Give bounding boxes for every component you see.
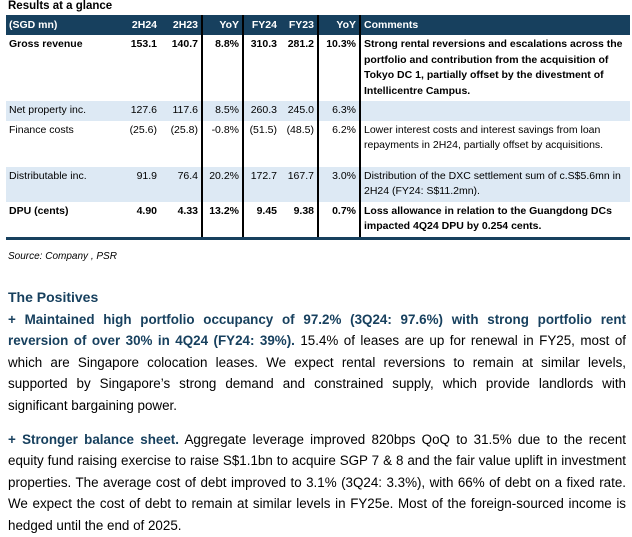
table-header: (SGD mn) 2H24 2H23 YoY FY24 FY23 YoY Com… xyxy=(6,15,630,35)
header-2h24: 2H24 xyxy=(123,15,160,35)
cell-yoy-full: 6.2% xyxy=(317,120,360,167)
cell-2h24: 4.90 xyxy=(123,201,160,240)
cell-yoy-full: 6.3% xyxy=(317,101,360,121)
cell-yoy-full: 10.3% xyxy=(317,35,360,101)
cell-yoy-full: 3.0% xyxy=(317,166,360,202)
paragraph-lead: + Maintained high portfolio occupancy of… xyxy=(8,312,626,349)
cell-fy23: 9.38 xyxy=(280,201,318,240)
row-label: Net property inc. xyxy=(6,101,123,121)
cell-yoy-half: 8.5% xyxy=(201,101,243,121)
cell-fy23: (48.5) xyxy=(286,123,314,136)
cell-yoy-half: -0.8% xyxy=(201,120,243,167)
paragraph-body: 15.4% of leases are up for renewal in FY… xyxy=(8,333,626,413)
cell-2h23: 76.4 xyxy=(160,166,202,202)
cell-2h24: 153.1 xyxy=(130,38,157,50)
header-yoy-half: YoY xyxy=(201,15,243,35)
header-fy24: FY24 xyxy=(242,15,280,35)
cell-fy23: 167.7 xyxy=(280,166,318,202)
paragraph-lead: + Stronger balance sheet. xyxy=(8,432,179,447)
header-fy23: FY23 xyxy=(280,15,318,35)
table-row: Gross revenue 153.1 140.7 8.8% 310.3 281.2 10.… xyxy=(6,35,630,101)
paragraph-occupancy: + Maintained high portfolio occupancy of… xyxy=(8,309,626,416)
row-label: Distributable inc. xyxy=(6,166,123,202)
header-comments: Comments xyxy=(359,15,630,35)
cell-2h24: 91.9 xyxy=(123,166,160,202)
row-comment: Distribution of the DXC settlement sum o… xyxy=(359,166,630,202)
row-comment: Loss allowance in relation to the Guangd… xyxy=(359,201,630,240)
row-comment: Strong rental reversions and escalations… xyxy=(359,35,630,101)
table-title: Results at a glance xyxy=(8,0,113,12)
paragraph-balance-sheet: + Stronger balance sheet. Aggregate leve… xyxy=(8,429,626,536)
cell-2h23: 117.6 xyxy=(160,101,202,121)
table-row: Finance costs (25.6) (25.8) -0.8% (51.5) (48.… xyxy=(6,120,630,167)
table-row: Net property inc. 127.6 117.6 8.5% 260.3 245.… xyxy=(6,101,630,121)
paragraph-body: Aggregate leverage improved 820bps QoQ t… xyxy=(8,432,626,533)
row-label: DPU (cents) xyxy=(6,201,123,240)
cell-yoy-half: 8.8% xyxy=(201,35,243,101)
cell-fy24: 310.3 xyxy=(242,35,280,101)
cell-2h24: (25.6) xyxy=(129,123,157,136)
row-comment: Lower interest costs and interest saving… xyxy=(359,120,630,167)
section-heading: The Positives xyxy=(8,289,99,305)
row-label: Finance costs xyxy=(9,123,74,136)
cell-2h23: 140.7 xyxy=(171,38,198,50)
cell-fy23: 245.0 xyxy=(280,101,318,121)
cell-fy24: (51.5) xyxy=(242,120,280,167)
row-comment xyxy=(359,101,630,121)
cell-fy24: 9.45 xyxy=(242,201,280,240)
cell-fy24: 172.7 xyxy=(242,166,280,202)
cell-fy24: 260.3 xyxy=(242,101,280,121)
header-label: (SGD mn) xyxy=(6,15,123,35)
source-note: Source: Company , PSR xyxy=(8,251,117,262)
cell-fy23: 281.2 xyxy=(287,38,314,50)
table-row: DPU (cents) 4.90 4.33 13.2% 9.45 9.38 0.7% Loss… xyxy=(6,201,630,240)
cell-2h24: 127.6 xyxy=(123,101,160,121)
cell-2h23: 4.33 xyxy=(160,201,202,240)
row-label: Gross revenue xyxy=(9,38,83,50)
header-2h23: 2H23 xyxy=(160,15,202,35)
results-table: (SGD mn) 2H24 2H23 YoY FY24 FY23 YoY Com… xyxy=(6,15,630,240)
header-yoy-full: YoY xyxy=(317,15,360,35)
cell-yoy-full: 0.7% xyxy=(317,201,360,240)
table-row: Distributable inc. 91.9 76.4 20.2% 172.7 167.… xyxy=(6,166,630,202)
cell-2h23: (25.8) xyxy=(170,123,198,136)
cell-yoy-half: 20.2% xyxy=(201,166,243,202)
cell-yoy-half: 13.2% xyxy=(201,201,243,240)
